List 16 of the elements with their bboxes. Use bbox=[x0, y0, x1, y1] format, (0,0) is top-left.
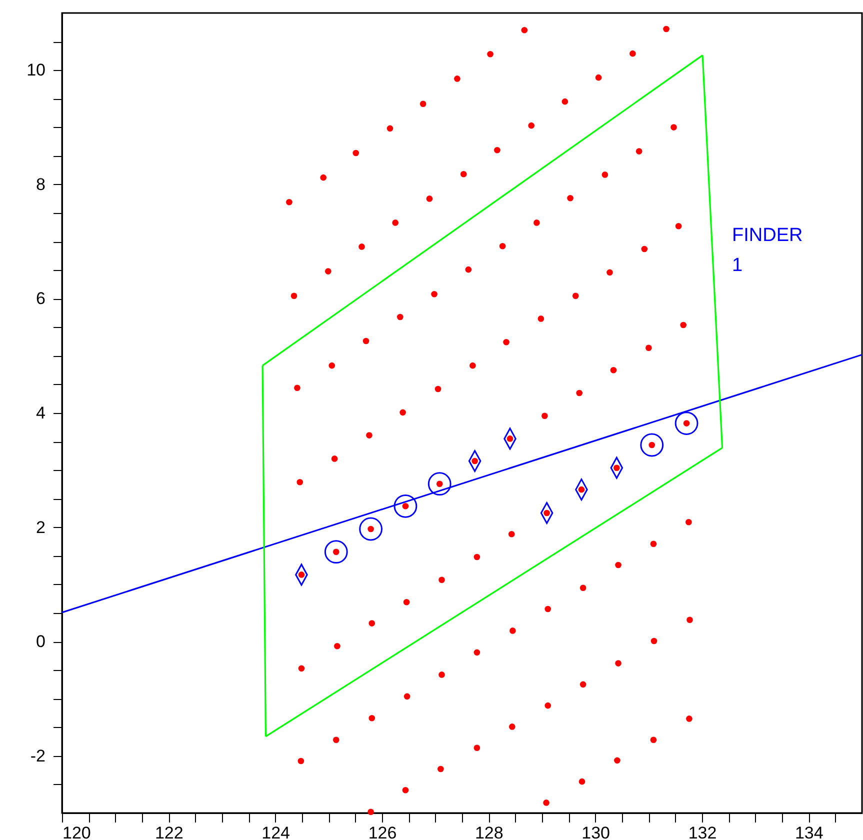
x-tick-label: 126 bbox=[368, 824, 397, 840]
x-tick-label: 134 bbox=[794, 824, 824, 840]
x-tick-label: 120 bbox=[62, 824, 91, 840]
x-tick-label: 124 bbox=[262, 824, 290, 840]
x-tick-label: 132 bbox=[688, 824, 717, 840]
x-tick-label: 130 bbox=[582, 824, 610, 840]
x-tick-label: 128 bbox=[474, 824, 504, 840]
x-tick-label: 122 bbox=[154, 824, 184, 840]
y-tick-label: 10 bbox=[26, 60, 46, 80]
y-tick-label: 4 bbox=[36, 404, 46, 422]
y-tick-label: 2 bbox=[36, 518, 46, 537]
y-tick-label: 0 bbox=[36, 632, 46, 652]
annotation: FINDER 1 bbox=[732, 225, 803, 276]
y-tick-label: 6 bbox=[36, 289, 46, 308]
y-tick-label: 8 bbox=[36, 174, 46, 194]
y-tick-label: -2 bbox=[30, 746, 46, 766]
